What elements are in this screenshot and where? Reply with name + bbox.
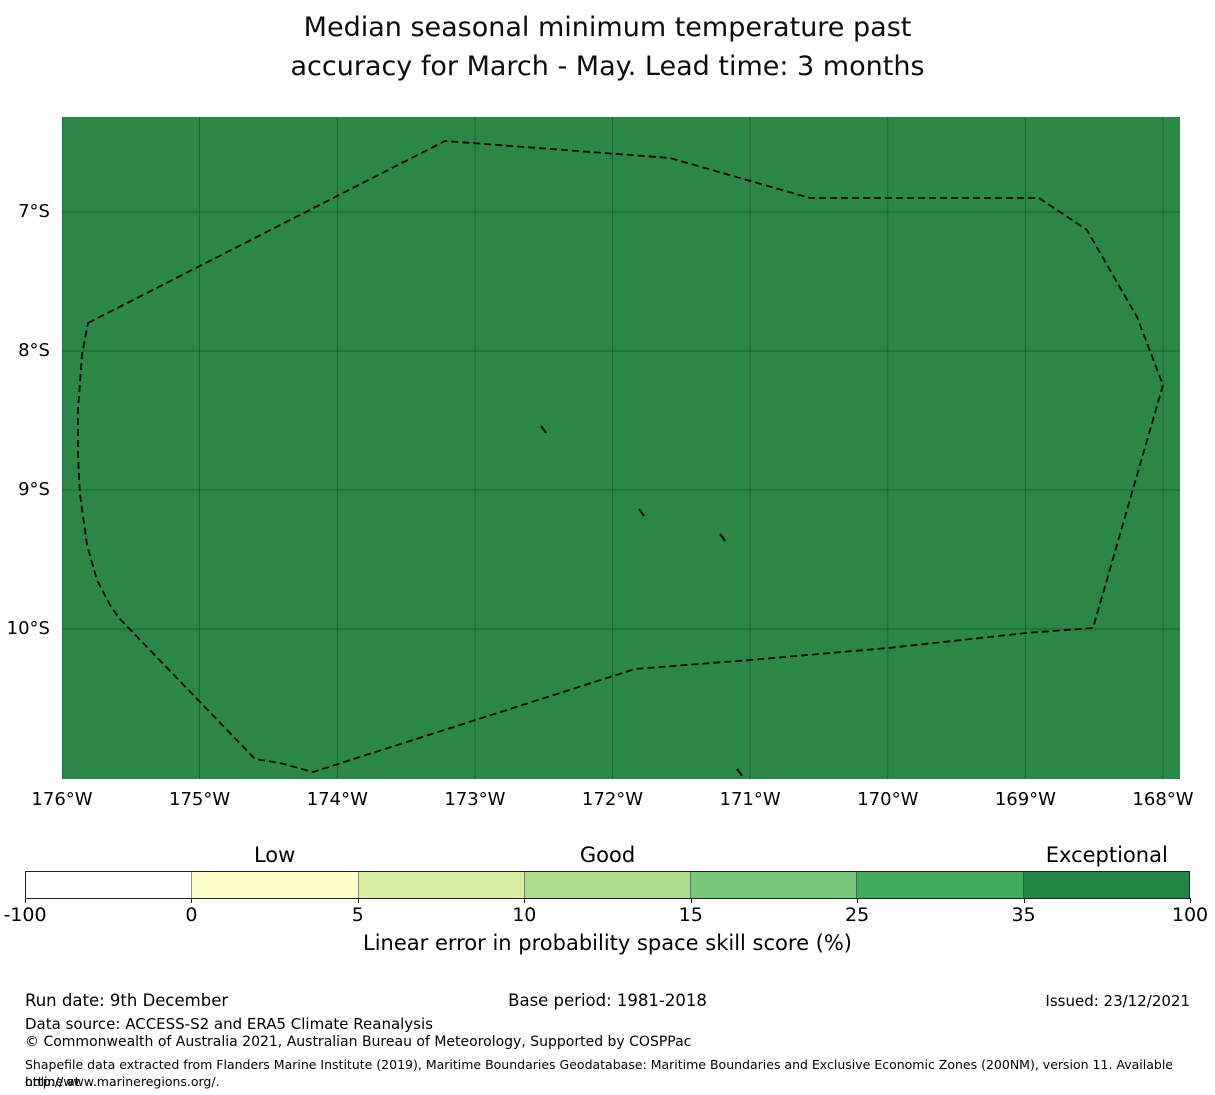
- island-mark-nukunonu: [638, 508, 645, 517]
- colorbar-tick-label: 5: [351, 904, 364, 926]
- lat-tick-label: 8°S: [18, 340, 50, 361]
- ocean-fill: [62, 117, 1180, 779]
- shapefile-credit-text: Shapefile data extracted from Flanders M…: [25, 1057, 1173, 1089]
- colorbar: [25, 871, 1190, 899]
- lat-tick-label: 9°S: [18, 479, 50, 500]
- eez-map: [61, 117, 1180, 779]
- lon-tick-label: 175°W: [169, 789, 231, 810]
- colorbar-segment--100-to-0: [26, 872, 192, 898]
- colorbar-category-low: Low: [253, 843, 296, 867]
- colorbar-segment-5-to-10: [357, 872, 524, 898]
- colorbar-segment-10-to-15: [523, 872, 691, 898]
- shapefile-url-text: http://www.marineregions.org/.: [25, 1074, 220, 1089]
- issued-date-text: Issued: 23/12/2021: [1045, 992, 1190, 1010]
- colorbar-tick-label: 35: [1011, 904, 1036, 926]
- lon-tick-label: 170°W: [857, 789, 919, 810]
- colorbar-tick: [1023, 898, 1025, 903]
- copyright-text: © Commonwealth of Australia 2021, Austra…: [25, 1034, 692, 1050]
- colorbar-segment-25-to-35: [856, 872, 1023, 898]
- island-mark-fakaofo: [719, 533, 726, 542]
- colorbar-category-good: Good: [579, 843, 636, 867]
- colorbar-axis-label: Linear error in probability space skill …: [363, 931, 852, 955]
- lat-tick-label: 7°S: [18, 201, 50, 222]
- lon-tick-label: 171°W: [719, 789, 781, 810]
- figure-title-line2: accuracy for March - May. Lead time: 3 m…: [290, 51, 925, 82]
- lon-tick-label: 176°W: [31, 789, 93, 810]
- colorbar-tick-label: 100: [1171, 904, 1209, 926]
- colorbar-tick: [857, 898, 859, 903]
- figure-title: Median seasonal minimum temperature past…: [0, 8, 1215, 86]
- run-date-text: Run date: 9th December: [25, 991, 229, 1010]
- lon-tick-label: 169°W: [994, 789, 1056, 810]
- lat-tick-label: 10°S: [6, 618, 50, 639]
- map-plot-area: [61, 117, 1180, 779]
- colorbar-tick-label: 15: [678, 904, 703, 926]
- colorbar-tick: [1190, 898, 1191, 903]
- lon-tick-label: 173°W: [444, 789, 506, 810]
- figure-title-line1: Median seasonal minimum temperature past: [303, 12, 912, 43]
- colorbar-segment-0-to-5: [191, 872, 358, 898]
- colorbar-tick-label: 10: [512, 904, 537, 926]
- colorbar-tick: [357, 898, 359, 903]
- eez-boundary-path: [77, 140, 1164, 773]
- colorbar-tick-label: 0: [185, 904, 198, 926]
- colorbar-category-exceptional: Exceptional: [1045, 843, 1168, 867]
- lon-tick-label: 172°W: [581, 789, 644, 810]
- colorbar-tick: [524, 898, 526, 903]
- island-mark-atafu: [540, 425, 547, 434]
- island-mark-swains: [736, 768, 743, 777]
- lon-tick-label: 168°W: [1132, 789, 1194, 810]
- data-source-text: Data source: ACCESS-S2 and ERA5 Climate …: [25, 1015, 433, 1033]
- colorbar-segment-35-to-100: [1022, 872, 1189, 898]
- colorbar-tick: [25, 898, 26, 903]
- colorbar-tick-label: -100: [3, 904, 47, 926]
- colorbar-tick-label: 25: [845, 904, 870, 926]
- colorbar-segment-15-to-25: [690, 872, 857, 898]
- colorbar-tick: [191, 898, 193, 903]
- base-period-text: Base period: 1981-2018: [508, 991, 707, 1010]
- colorbar-tick: [690, 898, 692, 903]
- lon-tick-label: 174°W: [306, 789, 368, 810]
